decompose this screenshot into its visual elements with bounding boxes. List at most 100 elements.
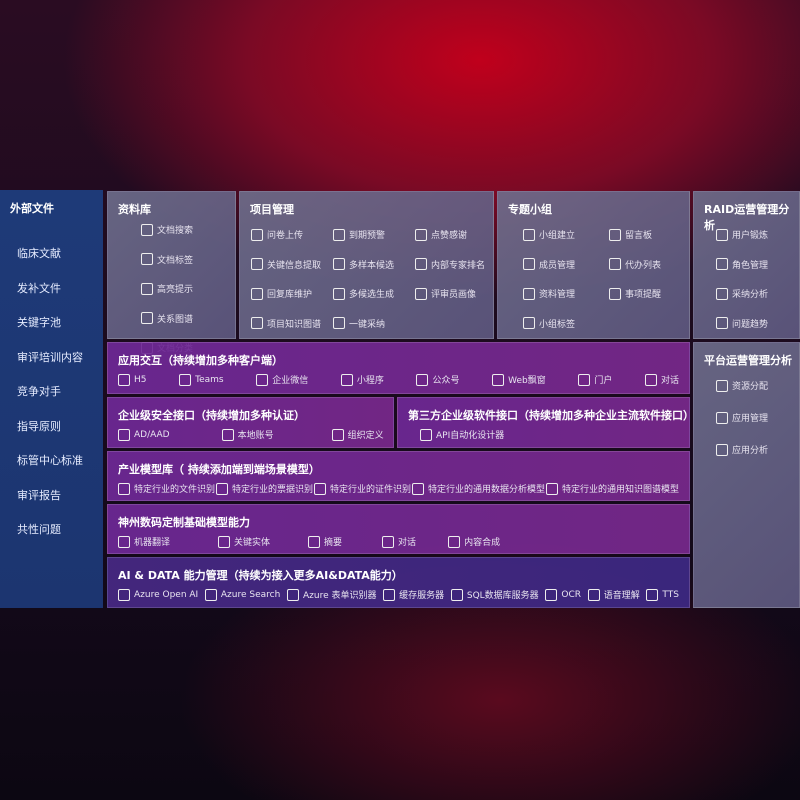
sidebar-item[interactable]: 共性问题 <box>17 523 61 536</box>
feature-label: 关键实体 <box>234 538 271 548</box>
sidebar-item[interactable]: 指导原则 <box>17 419 61 433</box>
feature-item[interactable]: 关系图谱 <box>141 312 193 325</box>
feature-item[interactable]: 企业微信 <box>256 373 308 386</box>
feature-item[interactable]: 摘要 <box>308 535 342 548</box>
feature-item[interactable]: 高亮提示 <box>141 282 193 295</box>
feature-item[interactable]: 应用管理 <box>716 411 768 424</box>
trend-icon <box>716 317 728 329</box>
feature-item[interactable]: 门户 <box>578 373 612 386</box>
sidebar-item[interactable]: 标管中心标准 <box>17 454 83 467</box>
feature-item[interactable]: 评审员画像 <box>415 287 476 300</box>
feature-item[interactable]: 项目知识图谱 <box>251 317 321 330</box>
feature-item[interactable]: 特定行业的通用数据分析模型 <box>411 482 545 495</box>
graph-icon <box>141 312 153 324</box>
feature-item[interactable]: 应用分析 <box>716 443 768 456</box>
feature-item[interactable]: 特定行业的文件识别 <box>118 482 215 495</box>
user-add-icon <box>523 258 535 270</box>
feature-item[interactable]: 特定行业的票据识别 <box>215 482 313 495</box>
feature-label: 文档标签 <box>157 255 194 266</box>
feature-item[interactable]: 一键采纳 <box>333 317 385 330</box>
feature-item[interactable]: 多样本候选 <box>333 258 394 271</box>
sidebar-item[interactable]: 审评培训内容 <box>17 350 83 364</box>
feature-item[interactable]: 资料管理 <box>523 287 575 300</box>
feature-item[interactable]: Azure 表单识别器 <box>286 588 376 601</box>
chart-icon <box>716 443 728 456</box>
feature-label: Azure Open AI <box>134 589 199 600</box>
feature-item[interactable]: 对话 <box>644 373 679 386</box>
sidebar-item[interactable]: 审评报告 <box>17 488 61 502</box>
feature-item[interactable]: 回复库维护 <box>251 287 312 300</box>
panel-industry: 产业模型库（ 持续添加端到端场景模型） 特定行业的文件识别 特定行业的票据识别 特定行… <box>107 451 690 501</box>
users-icon <box>716 258 728 270</box>
feature-item[interactable]: OCR <box>545 588 581 601</box>
feature-item[interactable]: 文档搜索 <box>141 223 193 236</box>
feature-item[interactable]: 小组建立 <box>523 228 575 241</box>
sidebar-item[interactable]: 关键字池 <box>17 316 61 329</box>
feature-item[interactable]: 角色管理 <box>716 258 768 271</box>
feature-item[interactable]: 成员管理 <box>523 258 575 271</box>
feature-item[interactable]: SQL数据库服务器 <box>450 588 539 601</box>
panel-aidata: AI & DATA 能力管理（持续为接入更多AI&DATA能力） Azure Op… <box>107 557 690 608</box>
feature-item[interactable]: 问卷上传 <box>251 228 303 241</box>
feature-label: API自动化设计器 <box>436 431 505 441</box>
feature-label: 高亮提示 <box>157 285 194 295</box>
feature-item[interactable]: 对话 <box>382 535 416 548</box>
feature-item[interactable]: 留言板 <box>609 228 652 241</box>
image-icon <box>411 482 424 495</box>
panel-title: AI & DATA 能力管理（持续为接入更多AI&DATA能力） <box>118 569 403 582</box>
feature-item[interactable]: 本地账号 <box>221 428 274 441</box>
feature-label: 特定行业的通用知识图谱模型 <box>561 485 679 495</box>
feature-label: 回复库维护 <box>267 290 313 300</box>
feature-item[interactable]: 小组标签 <box>523 317 575 330</box>
feature-item[interactable]: 内部专家排名 <box>415 258 485 271</box>
speech-icon <box>587 588 600 601</box>
feature-item[interactable]: Teams <box>179 373 224 386</box>
feature-item[interactable]: 关键信息提取 <box>251 258 321 271</box>
feature-item[interactable]: 内容合成 <box>448 535 500 548</box>
puzzle-icon <box>448 535 461 548</box>
feature-label: TTS <box>662 589 679 600</box>
miniprogram-icon <box>340 373 353 386</box>
feature-label: 留言板 <box>625 231 653 241</box>
feature-item[interactable]: 组织定义 <box>331 428 384 441</box>
chat-users-icon <box>644 373 657 386</box>
feature-item[interactable]: 代办列表 <box>609 258 661 271</box>
pen-icon <box>141 282 153 295</box>
feature-item[interactable]: 特定行业的通用知识图谱模型 <box>545 482 679 495</box>
feature-item[interactable]: 点赞感谢 <box>415 228 467 241</box>
feature-item[interactable]: 资源分配 <box>716 379 768 392</box>
feature-item[interactable]: 小程序 <box>340 373 384 386</box>
feature-label: 对话 <box>660 376 679 386</box>
feature-item[interactable]: 文档标签 <box>141 253 193 266</box>
feature-item[interactable]: Azure Search <box>204 588 280 601</box>
feature-item[interactable]: AD/AAD <box>118 428 170 441</box>
feature-item[interactable]: 机器翻译 <box>118 535 170 548</box>
feature-item[interactable]: 特定行业的证件识别 <box>313 482 411 495</box>
feature-item[interactable]: Web飘窗 <box>492 373 546 386</box>
sidebar-item[interactable]: 竞争对手 <box>17 385 61 398</box>
sidebar-item[interactable]: 发补文件 <box>17 281 61 295</box>
feature-item[interactable]: 用户锻炼 <box>716 228 768 241</box>
feature-item[interactable]: 采纳分析 <box>716 287 768 300</box>
alarm-icon <box>333 228 345 241</box>
feature-item[interactable]: 事项提醒 <box>609 287 661 300</box>
sidebar-item[interactable]: 临床文献 <box>17 247 61 260</box>
feature-item[interactable]: 多候选生成 <box>333 287 394 300</box>
feature-item[interactable]: 问题趋势 <box>716 317 768 330</box>
feature-item[interactable]: 语音理解 <box>587 588 640 601</box>
feature-label: 特定行业的通用数据分析模型 <box>427 485 545 495</box>
feature-item[interactable]: API自动化设计器 <box>420 428 504 441</box>
feature-item[interactable]: H5 <box>118 373 147 386</box>
feature-item[interactable]: 到期预警 <box>333 228 385 241</box>
html5-icon <box>118 373 130 386</box>
feature-item[interactable]: TTS <box>646 588 679 601</box>
feature-label: 特定行业的文件识别 <box>134 485 216 495</box>
feature-item[interactable]: 公众号 <box>416 373 459 386</box>
cloud-upload-icon <box>251 228 263 241</box>
id-card-icon <box>313 482 326 495</box>
feature-label: SQL数据库服务器 <box>466 591 539 601</box>
feature-item[interactable]: Azure Open AI <box>118 588 198 601</box>
feature-item[interactable]: 缓存服务器 <box>383 588 444 601</box>
portal-icon <box>578 373 591 386</box>
feature-item[interactable]: 关键实体 <box>218 535 270 548</box>
